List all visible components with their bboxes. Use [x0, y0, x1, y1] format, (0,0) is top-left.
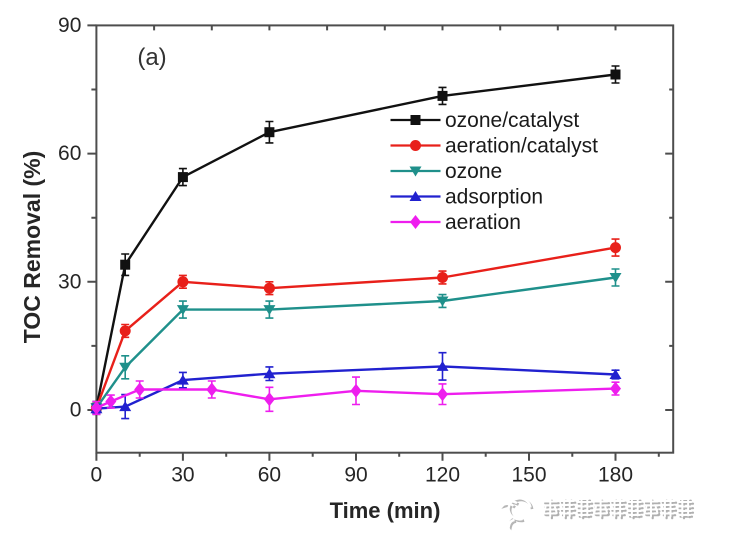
- svg-text:ozone/catalyst: ozone/catalyst: [445, 109, 579, 132]
- svg-text:aeration/catalyst: aeration/catalyst: [445, 135, 598, 158]
- svg-text:30: 30: [171, 464, 194, 487]
- svg-text:90: 90: [344, 464, 367, 487]
- svg-text:0: 0: [91, 464, 103, 487]
- svg-text:150: 150: [511, 464, 546, 487]
- svg-text:adsorption: adsorption: [445, 186, 543, 209]
- svg-text:TOC Removal (%): TOC Removal (%): [19, 151, 45, 344]
- svg-text:0: 0: [70, 399, 82, 422]
- svg-text:aeration: aeration: [445, 211, 521, 234]
- svg-text:ozone: ozone: [445, 160, 502, 183]
- svg-text:180: 180: [598, 464, 633, 487]
- svg-text:30: 30: [58, 270, 81, 293]
- svg-text:(a): (a): [137, 44, 166, 71]
- svg-text:Time (min): Time (min): [330, 498, 441, 523]
- svg-text:120: 120: [425, 464, 460, 487]
- svg-text:90: 90: [58, 14, 81, 37]
- svg-text:60: 60: [58, 142, 81, 165]
- svg-text:60: 60: [258, 464, 281, 487]
